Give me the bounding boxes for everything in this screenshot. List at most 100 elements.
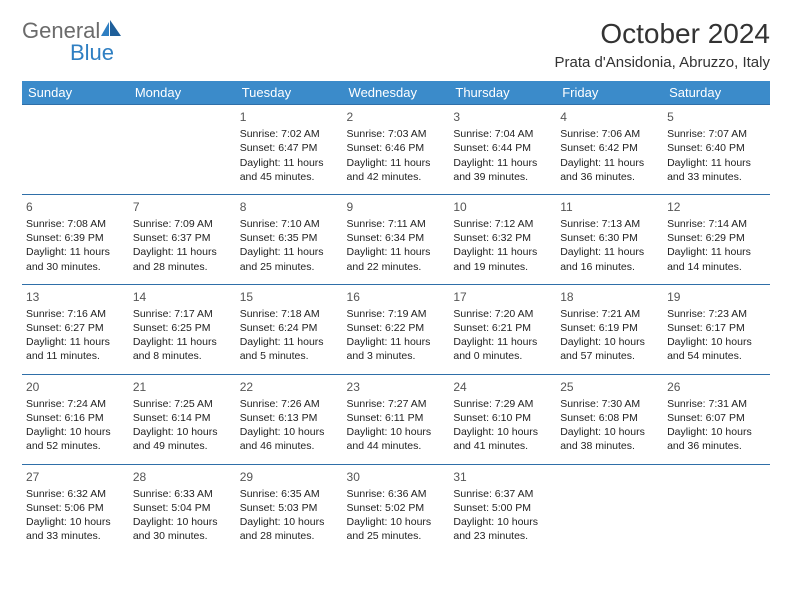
daylight-line: Daylight: 10 hours and 44 minutes.: [347, 425, 446, 453]
daylight-line: Daylight: 11 hours and 11 minutes.: [26, 335, 125, 363]
calendar-row: 20Sunrise: 7:24 AMSunset: 6:16 PMDayligh…: [22, 374, 770, 464]
daylight-line: Daylight: 11 hours and 36 minutes.: [560, 156, 659, 184]
sunset-line: Sunset: 6:40 PM: [667, 141, 766, 155]
calendar-cell: 28Sunrise: 6:33 AMSunset: 5:04 PMDayligh…: [129, 464, 236, 553]
sunrise-line: Sunrise: 7:16 AM: [26, 307, 125, 321]
sunrise-line: Sunrise: 7:17 AM: [133, 307, 232, 321]
day-number: 29: [240, 469, 339, 485]
sunrise-line: Sunrise: 7:24 AM: [26, 397, 125, 411]
daylight-line: Daylight: 10 hours and 23 minutes.: [453, 515, 552, 543]
sunrise-line: Sunrise: 7:23 AM: [667, 307, 766, 321]
calendar-cell: 4Sunrise: 7:06 AMSunset: 6:42 PMDaylight…: [556, 105, 663, 195]
sunset-line: Sunset: 6:25 PM: [133, 321, 232, 335]
sunset-line: Sunset: 6:32 PM: [453, 231, 552, 245]
day-number: 6: [26, 199, 125, 215]
calendar-table: SundayMondayTuesdayWednesdayThursdayFrid…: [22, 81, 770, 553]
sunset-line: Sunset: 6:19 PM: [560, 321, 659, 335]
sunset-line: Sunset: 6:13 PM: [240, 411, 339, 425]
day-number: 20: [26, 379, 125, 395]
sunrise-line: Sunrise: 6:35 AM: [240, 487, 339, 501]
day-number: 15: [240, 289, 339, 305]
calendar-cell: 5Sunrise: 7:07 AMSunset: 6:40 PMDaylight…: [663, 105, 770, 195]
sunrise-line: Sunrise: 7:25 AM: [133, 397, 232, 411]
day-number: 3: [453, 109, 552, 125]
sunset-line: Sunset: 5:04 PM: [133, 501, 232, 515]
daylight-line: Daylight: 10 hours and 49 minutes.: [133, 425, 232, 453]
day-number: 26: [667, 379, 766, 395]
sunrise-line: Sunrise: 6:36 AM: [347, 487, 446, 501]
daylight-line: Daylight: 10 hours and 28 minutes.: [240, 515, 339, 543]
calendar-cell: 29Sunrise: 6:35 AMSunset: 5:03 PMDayligh…: [236, 464, 343, 553]
sunset-line: Sunset: 5:02 PM: [347, 501, 446, 515]
title-block: October 2024 Prata d'Ansidonia, Abruzzo,…: [555, 18, 771, 71]
calendar-cell: 31Sunrise: 6:37 AMSunset: 5:00 PMDayligh…: [449, 464, 556, 553]
sunrise-line: Sunrise: 7:21 AM: [560, 307, 659, 321]
sunset-line: Sunset: 6:24 PM: [240, 321, 339, 335]
calendar-cell: 22Sunrise: 7:26 AMSunset: 6:13 PMDayligh…: [236, 374, 343, 464]
daylight-line: Daylight: 10 hours and 25 minutes.: [347, 515, 446, 543]
calendar-cell: 6Sunrise: 7:08 AMSunset: 6:39 PMDaylight…: [22, 194, 129, 284]
day-number: 14: [133, 289, 232, 305]
day-header: Thursday: [449, 81, 556, 105]
day-number: 10: [453, 199, 552, 215]
day-number: 8: [240, 199, 339, 215]
sunset-line: Sunset: 6:29 PM: [667, 231, 766, 245]
sunset-line: Sunset: 5:00 PM: [453, 501, 552, 515]
day-number: 7: [133, 199, 232, 215]
sunrise-line: Sunrise: 7:26 AM: [240, 397, 339, 411]
sunset-line: Sunset: 5:06 PM: [26, 501, 125, 515]
sunrise-line: Sunrise: 7:20 AM: [453, 307, 552, 321]
daylight-line: Daylight: 11 hours and 3 minutes.: [347, 335, 446, 363]
sunrise-line: Sunrise: 7:09 AM: [133, 217, 232, 231]
calendar-cell: [22, 105, 129, 195]
sunrise-line: Sunrise: 7:02 AM: [240, 127, 339, 141]
logo-text-blue: Blue: [70, 40, 114, 66]
day-number: 9: [347, 199, 446, 215]
calendar-row: 6Sunrise: 7:08 AMSunset: 6:39 PMDaylight…: [22, 194, 770, 284]
calendar-cell: 14Sunrise: 7:17 AMSunset: 6:25 PMDayligh…: [129, 284, 236, 374]
day-header: Monday: [129, 81, 236, 105]
sunrise-line: Sunrise: 6:33 AM: [133, 487, 232, 501]
sunset-line: Sunset: 6:07 PM: [667, 411, 766, 425]
daylight-line: Daylight: 11 hours and 28 minutes.: [133, 245, 232, 273]
sunset-line: Sunset: 6:16 PM: [26, 411, 125, 425]
day-number: 5: [667, 109, 766, 125]
calendar-cell: [556, 464, 663, 553]
calendar-cell: 13Sunrise: 7:16 AMSunset: 6:27 PMDayligh…: [22, 284, 129, 374]
daylight-line: Daylight: 11 hours and 22 minutes.: [347, 245, 446, 273]
day-number: 12: [667, 199, 766, 215]
calendar-cell: 16Sunrise: 7:19 AMSunset: 6:22 PMDayligh…: [343, 284, 450, 374]
sunset-line: Sunset: 6:22 PM: [347, 321, 446, 335]
day-header: Tuesday: [236, 81, 343, 105]
calendar-cell: 1Sunrise: 7:02 AMSunset: 6:47 PMDaylight…: [236, 105, 343, 195]
calendar-cell: 30 Sunrise: 6:36 AMSunset: 5:02 PMDayligh…: [343, 464, 450, 553]
day-number: 4: [560, 109, 659, 125]
daylight-line: Daylight: 10 hours and 30 minutes.: [133, 515, 232, 543]
calendar-cell: 21Sunrise: 7:25 AMSunset: 6:14 PMDayligh…: [129, 374, 236, 464]
sunrise-line: Sunrise: 7:12 AM: [453, 217, 552, 231]
sunset-line: Sunset: 6:30 PM: [560, 231, 659, 245]
daylight-line: Daylight: 10 hours and 52 minutes.: [26, 425, 125, 453]
daylight-line: Daylight: 11 hours and 30 minutes.: [26, 245, 125, 273]
sunrise-line: Sunrise: 7:14 AM: [667, 217, 766, 231]
day-header-row: SundayMondayTuesdayWednesdayThursdayFrid…: [22, 81, 770, 105]
daylight-line: Daylight: 11 hours and 19 minutes.: [453, 245, 552, 273]
daylight-line: Daylight: 11 hours and 5 minutes.: [240, 335, 339, 363]
logo: GeneralBlue: [22, 18, 121, 66]
calendar-row: 27Sunrise: 6:32 AMSunset: 5:06 PMDayligh…: [22, 464, 770, 553]
calendar-body: 1Sunrise: 7:02 AMSunset: 6:47 PMDaylight…: [22, 105, 770, 554]
day-header: Sunday: [22, 81, 129, 105]
calendar-cell: 24Sunrise: 7:29 AMSunset: 6:10 PMDayligh…: [449, 374, 556, 464]
day-number: 30: [347, 469, 446, 485]
sunrise-line: Sunrise: 7:29 AM: [453, 397, 552, 411]
calendar-cell: 10 Sunrise: 7:12 AMSunset: 6:32 PMDayligh…: [449, 194, 556, 284]
calendar-row: 13Sunrise: 7:16 AMSunset: 6:27 PMDayligh…: [22, 284, 770, 374]
sunset-line: Sunset: 6:46 PM: [347, 141, 446, 155]
day-number: 18: [560, 289, 659, 305]
calendar-cell: 18Sunrise: 7:21 AMSunset: 6:19 PMDayligh…: [556, 284, 663, 374]
sunset-line: Sunset: 6:11 PM: [347, 411, 446, 425]
calendar-cell: [663, 464, 770, 553]
day-number: 21: [133, 379, 232, 395]
day-header: Saturday: [663, 81, 770, 105]
sunrise-line: Sunrise: 6:32 AM: [26, 487, 125, 501]
